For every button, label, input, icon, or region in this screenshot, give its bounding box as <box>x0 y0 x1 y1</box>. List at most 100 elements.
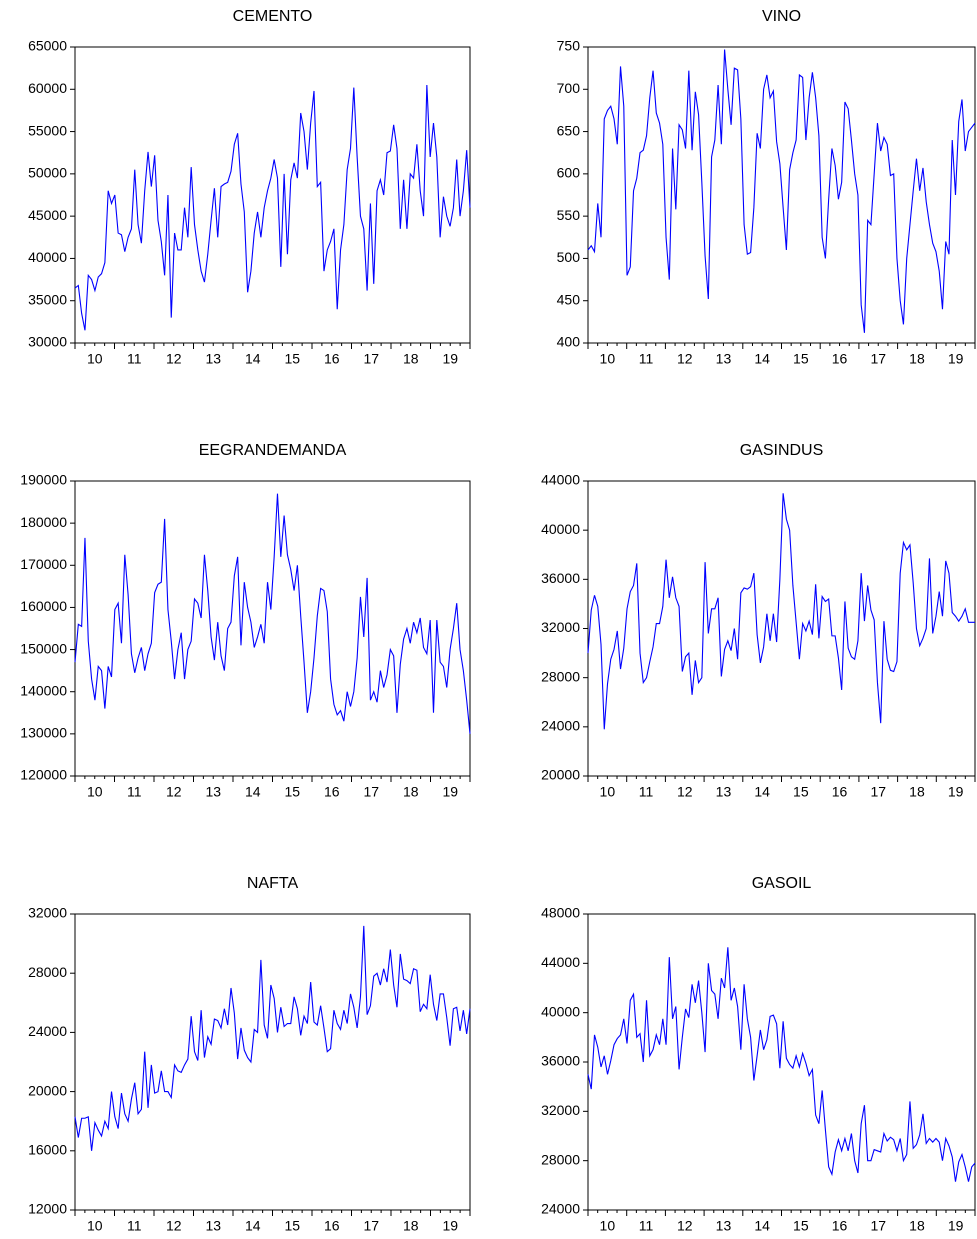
y-tick-label: 32000 <box>28 905 67 921</box>
chart-title: VINO <box>762 8 801 25</box>
y-tick-label: 24000 <box>28 1023 67 1039</box>
x-tick-label: 17 <box>363 1218 379 1234</box>
x-tick-label: 10 <box>87 1218 103 1234</box>
x-tick-label: 18 <box>909 784 925 800</box>
x-tick-label: 17 <box>363 784 379 800</box>
y-tick-label: 130000 <box>20 725 67 741</box>
y-tick-label: 700 <box>557 80 581 96</box>
x-tick-label: 13 <box>716 784 732 800</box>
x-tick-label: 14 <box>754 1218 770 1234</box>
x-tick-label: 12 <box>677 1218 693 1234</box>
x-tick-label: 11 <box>639 784 654 800</box>
x-tick-label: 15 <box>793 351 809 367</box>
x-tick-label: 13 <box>716 1218 732 1234</box>
x-tick-label: 17 <box>870 1218 886 1234</box>
x-tick-label: 10 <box>600 351 616 367</box>
x-tick-label: 10 <box>600 1218 616 1234</box>
x-tick-label: 11 <box>127 1218 142 1234</box>
plot-frame <box>587 913 976 1211</box>
y-tick-label: 170000 <box>20 556 67 572</box>
y-tick-label: 30000 <box>28 334 67 350</box>
x-tick-label: 14 <box>245 351 261 367</box>
data-line <box>587 493 975 730</box>
y-tick-label: 28000 <box>541 1151 580 1167</box>
x-tick-label: 19 <box>948 351 964 367</box>
y-tick-label: 16000 <box>28 1142 67 1158</box>
x-tick-label: 13 <box>205 1218 221 1234</box>
x-tick-label: 14 <box>754 351 770 367</box>
x-tick-label: 11 <box>639 1218 654 1234</box>
x-tick-label: 16 <box>832 1218 848 1234</box>
y-tick-label: 24000 <box>541 1201 580 1217</box>
x-tick-label: 16 <box>832 351 848 367</box>
y-tick-label: 40000 <box>28 249 67 265</box>
x-tick-label: 12 <box>166 784 182 800</box>
x-tick-label: 16 <box>324 784 340 800</box>
chart-title: GASINDUS <box>740 442 824 459</box>
x-tick-label: 13 <box>205 351 221 367</box>
y-tick-label: 40000 <box>541 521 580 537</box>
x-tick-label: 12 <box>677 784 693 800</box>
x-tick-label: 16 <box>832 784 848 800</box>
y-tick-label: 140000 <box>20 682 67 698</box>
y-tick-label: 28000 <box>28 964 67 980</box>
y-tick-label: 32000 <box>541 1102 580 1118</box>
y-tick-label: 28000 <box>541 668 580 684</box>
x-tick-label: 12 <box>677 351 693 367</box>
y-tick-label: 50000 <box>28 165 67 181</box>
x-tick-label: 16 <box>324 351 340 367</box>
y-tick-label: 180000 <box>20 514 67 530</box>
y-tick-label: 65000 <box>28 38 67 54</box>
y-tick-label: 55000 <box>28 122 67 138</box>
x-tick-label: 10 <box>87 784 103 800</box>
y-tick-label: 120000 <box>20 767 67 783</box>
y-tick-label: 45000 <box>28 207 67 223</box>
x-tick-label: 15 <box>284 1218 300 1234</box>
y-tick-label: 150000 <box>20 640 67 656</box>
y-tick-label: 20000 <box>28 1082 67 1098</box>
y-tick-label: 500 <box>557 249 581 265</box>
x-tick-label: 11 <box>639 351 654 367</box>
x-tick-label: 17 <box>870 351 886 367</box>
x-tick-label: 12 <box>166 1218 182 1234</box>
x-tick-label: 18 <box>909 1218 925 1234</box>
x-tick-label: 18 <box>403 784 419 800</box>
y-tick-label: 36000 <box>541 570 580 586</box>
y-tick-label: 44000 <box>541 472 580 488</box>
y-tick-label: 35000 <box>28 291 67 307</box>
plot-frame <box>587 46 976 344</box>
y-tick-label: 40000 <box>541 1003 580 1019</box>
chart-title: GASOIL <box>752 875 812 892</box>
x-tick-label: 15 <box>793 784 809 800</box>
x-tick-label: 18 <box>909 351 925 367</box>
x-tick-label: 15 <box>284 784 300 800</box>
x-tick-label: 18 <box>403 1218 419 1234</box>
x-tick-label: 13 <box>716 351 732 367</box>
y-tick-label: 750 <box>557 38 581 54</box>
y-tick-label: 24000 <box>541 718 580 734</box>
x-tick-label: 17 <box>870 784 886 800</box>
data-line <box>74 925 471 1151</box>
y-tick-label: 36000 <box>541 1053 580 1069</box>
data-line <box>587 49 976 333</box>
y-tick-label: 550 <box>557 207 581 223</box>
data-line <box>74 85 471 331</box>
plot-frame <box>74 913 471 1211</box>
data-line <box>587 947 976 1182</box>
chart-title: CEMENTO <box>233 8 313 25</box>
y-tick-label: 400 <box>557 334 581 350</box>
y-tick-label: 60000 <box>28 80 67 96</box>
x-tick-label: 19 <box>442 784 458 800</box>
y-tick-label: 44000 <box>541 954 580 970</box>
x-tick-label: 12 <box>166 351 182 367</box>
x-tick-label: 15 <box>793 1218 809 1234</box>
x-tick-label: 10 <box>87 351 103 367</box>
chart-title: EEGRANDEMANDA <box>199 442 347 459</box>
y-tick-label: 450 <box>557 291 581 307</box>
x-tick-label: 18 <box>403 351 419 367</box>
x-tick-label: 14 <box>754 784 770 800</box>
y-tick-label: 160000 <box>20 598 67 614</box>
x-tick-label: 19 <box>948 784 964 800</box>
chart-title: NAFTA <box>247 875 299 892</box>
